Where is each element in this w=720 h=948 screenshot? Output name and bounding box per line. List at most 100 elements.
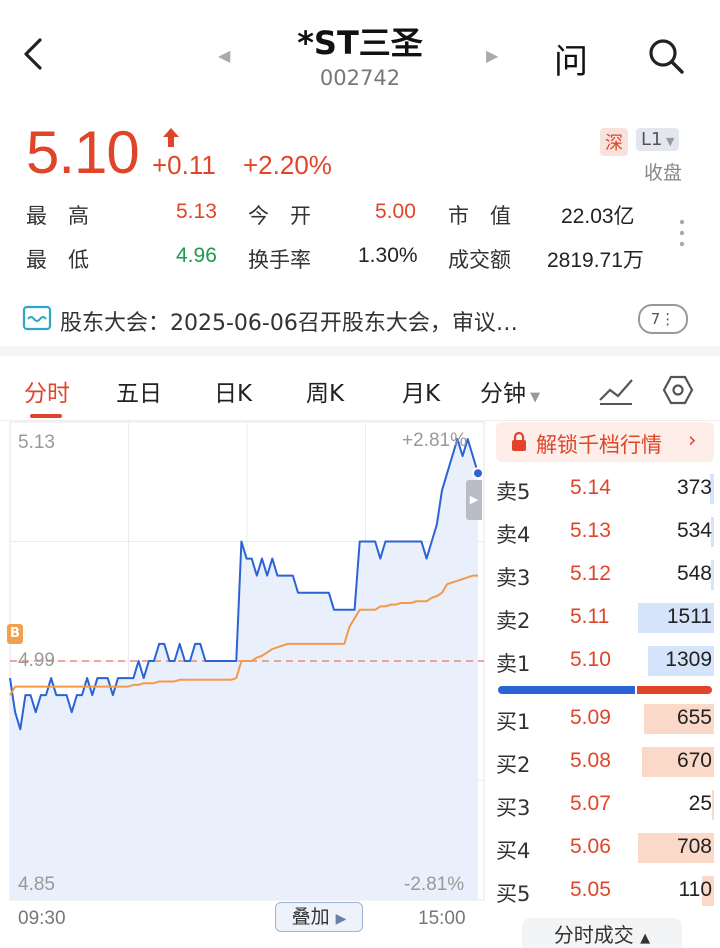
bid-price: 5.07: [570, 792, 611, 815]
y-tick-high: 5.13: [18, 432, 55, 453]
tab-month-k[interactable]: 月K: [402, 381, 441, 407]
ask-volume: 548: [676, 562, 712, 585]
high-value: 5.13: [176, 200, 217, 223]
notice-bar[interactable]: 股东大会：2025-06-06召开股东大会，审议… 7⋮: [0, 296, 720, 344]
ask-volume: 373: [676, 476, 712, 499]
notice-icon: [22, 305, 52, 331]
high-label: 最 高: [26, 204, 89, 228]
level-label: L1: [641, 129, 663, 150]
settings-icon[interactable]: [662, 374, 694, 406]
price-line: [9, 438, 479, 731]
exchange-badge: 深: [600, 128, 628, 156]
avg-price-line: [9, 574, 478, 696]
ask-row[interactable]: 卖4 5.13 534: [494, 513, 716, 553]
ask-volume-bar: [711, 560, 714, 590]
open-value: 5.00: [375, 200, 416, 223]
tab-intraday[interactable]: 分时: [24, 381, 70, 407]
unlock-depth-button[interactable]: 解锁千档行情 ›: [496, 422, 714, 462]
level-dropdown-icon: ▼: [662, 135, 675, 148]
bid-row[interactable]: 买3 5.07 25: [494, 786, 716, 826]
ask-button[interactable]: 问: [554, 42, 588, 82]
unlock-depth-label: 解锁千档行情: [536, 433, 662, 457]
chevron-left-icon: [24, 38, 42, 70]
market-status: 收盘: [644, 162, 683, 184]
ask-price: 5.12: [570, 562, 611, 585]
tab-5day[interactable]: 五日: [116, 381, 162, 407]
x-tick-close: 15:00: [418, 908, 466, 929]
bid-volume-bar: [644, 704, 714, 734]
ask-level-label: 卖4: [496, 523, 531, 547]
ask-row[interactable]: 卖5 5.14 373: [494, 470, 716, 510]
ask-row[interactable]: 卖3 5.12 548: [494, 556, 716, 596]
bid-row[interactable]: 买1 5.09 655: [494, 700, 716, 740]
y-pct-high: +2.81%: [402, 430, 467, 451]
low-label: 最 低: [26, 248, 89, 272]
price-change: +0.11: [152, 150, 216, 180]
ask-volume-bar: [711, 517, 714, 547]
tab-week-k[interactable]: 周K: [306, 381, 345, 407]
bid-price: 5.09: [570, 706, 611, 729]
last-price: 5.10: [26, 119, 140, 186]
y-pct-low: -2.81%: [404, 874, 465, 895]
tab-day-k[interactable]: 日K: [214, 381, 253, 407]
ask-volume-bar: [638, 603, 714, 633]
notice-text: 股东大会：2025-06-06召开股东大会，审议…: [60, 311, 518, 336]
chevron-up-icon: ▲: [640, 931, 651, 946]
bid-row[interactable]: 买2 5.08 670: [494, 743, 716, 783]
ask-price: 5.14: [570, 476, 611, 499]
ask-level-label: 卖5: [496, 480, 531, 504]
y-tick-mid: 4.99: [18, 650, 55, 671]
ask-volume: 1309: [665, 648, 712, 671]
play-icon: ▶: [335, 911, 347, 927]
bid-volume: 708: [676, 835, 712, 858]
notice-count-badge[interactable]: 7⋮: [638, 304, 688, 334]
bid-price: 5.08: [570, 749, 611, 772]
overlay-label: 叠加: [291, 906, 330, 928]
drawing-tool-icon[interactable]: [598, 376, 634, 406]
more-icon[interactable]: [678, 218, 686, 248]
prev-stock-icon[interactable]: ◀: [218, 46, 231, 65]
buy-marker: B: [7, 624, 23, 644]
back-button[interactable]: [18, 34, 52, 74]
ratio-buy-segment: [498, 686, 635, 694]
chevron-right-icon: ›: [688, 428, 697, 452]
amount-value: 2819.71万: [547, 249, 644, 272]
trades-tab-label: 分时成交: [553, 923, 634, 947]
bid-volume-bar: [702, 876, 714, 906]
mktcap-label: 市 值: [448, 204, 511, 228]
notice-count: 7: [650, 310, 661, 328]
stock-code: 002742: [319, 66, 401, 90]
next-stock-icon[interactable]: ▶: [486, 46, 499, 65]
ask-row[interactable]: 卖2 5.11 1511: [494, 599, 716, 639]
divider: [0, 346, 720, 356]
search-button[interactable]: [646, 36, 686, 76]
price-area: [10, 439, 478, 900]
intraday-chart[interactable]: [0, 420, 492, 902]
trades-tab[interactable]: 分时成交 ▲: [522, 918, 682, 948]
amount-label: 成交额: [448, 248, 511, 272]
overlay-button[interactable]: 叠加 ▶: [275, 902, 363, 932]
turnover-label: 换手率: [248, 248, 311, 272]
ask-row[interactable]: 卖1 5.10 1309: [494, 642, 716, 682]
chart-collapse-tab[interactable]: ▶: [466, 480, 482, 520]
lock-icon: [512, 432, 526, 451]
bid-level-label: 买1: [496, 710, 531, 734]
ask-volume: 1511: [666, 605, 712, 628]
level-badge[interactable]: L1 ▼: [636, 128, 680, 151]
ask-price: 5.10: [570, 648, 611, 671]
ask-price: 5.11: [570, 605, 610, 628]
bid-volume: 655: [676, 706, 712, 729]
bid-volume: 25: [688, 792, 712, 815]
bid-row[interactable]: 买5 5.05 110: [494, 872, 716, 912]
ask-price: 5.13: [570, 519, 611, 542]
bid-price: 5.06: [570, 835, 611, 858]
chevron-down-icon: ▼: [526, 390, 541, 405]
bid-row[interactable]: 买4 5.06 708: [494, 829, 716, 869]
bid-volume-bar: [638, 833, 714, 863]
tab-minute[interactable]: 分钟 ▼: [480, 374, 540, 408]
y-tick-low: 4.85: [18, 874, 55, 895]
mktcap-value: 22.03亿: [561, 205, 635, 228]
bid-level-label: 买3: [496, 796, 531, 820]
tab-indicator: [30, 414, 62, 418]
bid-volume: 670: [676, 749, 712, 772]
